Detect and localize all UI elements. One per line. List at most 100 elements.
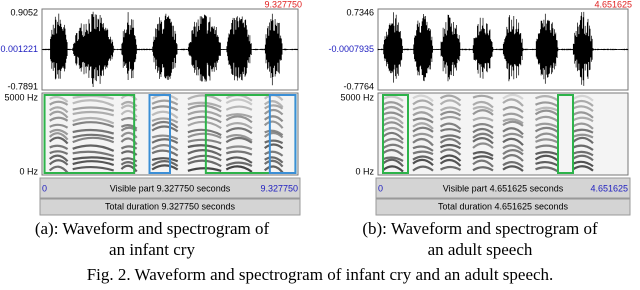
harmonic (534, 132, 559, 140)
harmonic (572, 94, 594, 102)
amplitude-max: 0.7346 (346, 7, 374, 17)
harmonic (472, 94, 494, 100)
end-time-footer: 4.651625 (590, 183, 628, 193)
harmonic (439, 138, 462, 146)
amplitude-min: -0.7764 (343, 81, 374, 91)
harmonic (49, 116, 69, 122)
harmonic (48, 132, 69, 141)
harmonic (382, 131, 404, 141)
start-time: 0 (378, 183, 383, 193)
footer-bar (39, 177, 301, 199)
harmonic (264, 139, 284, 145)
harmonic (412, 117, 434, 124)
harmonic (412, 132, 434, 139)
harmonic (572, 99, 594, 107)
harmonic (120, 164, 138, 173)
harmonic (151, 99, 179, 106)
harmonic (49, 144, 69, 151)
harmonic (472, 137, 494, 145)
harmonic (151, 125, 179, 133)
harmonic (472, 116, 494, 122)
harmonic (472, 166, 494, 172)
harmonic (187, 149, 222, 157)
harmonic (440, 115, 462, 121)
harmonic (535, 151, 559, 156)
harmonic (502, 137, 524, 146)
harmonic (535, 138, 559, 144)
harmonic (120, 137, 138, 146)
harmonic (412, 165, 434, 172)
harmonic (502, 165, 524, 172)
harmonic (502, 127, 524, 136)
harmonic (472, 123, 494, 129)
harmonic (72, 94, 114, 100)
visible-part: Visible part 9.327750 seconds (110, 183, 231, 193)
harmonic (187, 128, 222, 137)
harmonic (187, 138, 222, 145)
harmonic (535, 106, 559, 112)
harmonic (225, 134, 253, 142)
harmonic (572, 144, 594, 151)
harmonic (502, 106, 524, 113)
harmonic (440, 128, 462, 134)
harmonic (151, 149, 179, 157)
end-time: 4.651625 (594, 0, 632, 9)
harmonic (263, 100, 284, 108)
panel-caption: (b): Waveform and spectrogram of (362, 219, 598, 238)
harmonic (412, 111, 434, 119)
total-duration: Total duration 9.327750 seconds (105, 201, 236, 211)
harmonic (49, 123, 69, 129)
harmonic (572, 105, 594, 112)
highlight-box (268, 94, 297, 174)
harmonic (572, 122, 594, 130)
harmonic (572, 165, 594, 172)
footer-bar (39, 198, 301, 216)
harmonic (439, 165, 462, 171)
harmonic (572, 133, 594, 139)
harmonic (120, 124, 138, 130)
harmonic (48, 136, 69, 145)
harmonic (49, 95, 69, 103)
harmonic (48, 165, 69, 174)
harmonic (535, 95, 559, 102)
harmonic (502, 144, 524, 152)
harmonic (151, 157, 179, 163)
harmonic (412, 126, 434, 133)
harmonic (151, 134, 179, 141)
harmonic (502, 132, 524, 139)
harmonic (264, 156, 284, 164)
harmonic (439, 148, 462, 156)
harmonic (264, 129, 284, 136)
harmonic (72, 136, 115, 144)
harmonic (120, 157, 138, 163)
harmonic (382, 143, 404, 150)
harmonic (187, 110, 222, 118)
harmonic (187, 104, 222, 113)
harmonic (382, 148, 404, 157)
harmonic (72, 166, 115, 172)
highlight-box (148, 94, 172, 174)
harmonic (263, 108, 284, 116)
harmonic (72, 99, 115, 107)
harmonic (187, 101, 222, 109)
harmonic (120, 145, 138, 150)
harmonic (72, 110, 115, 117)
harmonic (440, 134, 462, 140)
harmonic (49, 128, 69, 136)
harmonic (72, 106, 115, 112)
amplitude-mid: -0.001221 (0, 44, 38, 54)
footer-bar (375, 198, 631, 216)
harmonic (534, 109, 559, 117)
harmonic (534, 126, 559, 133)
harmonic (120, 131, 138, 139)
highlight-box (43, 94, 136, 174)
harmonic (382, 101, 404, 109)
harmonic (120, 104, 138, 112)
harmonic (472, 105, 494, 113)
harmonic (439, 110, 462, 117)
harmonic (187, 132, 222, 139)
harmonic (472, 132, 494, 139)
harmonic (187, 154, 222, 162)
harmonic (502, 112, 524, 119)
harmonic (572, 160, 594, 168)
